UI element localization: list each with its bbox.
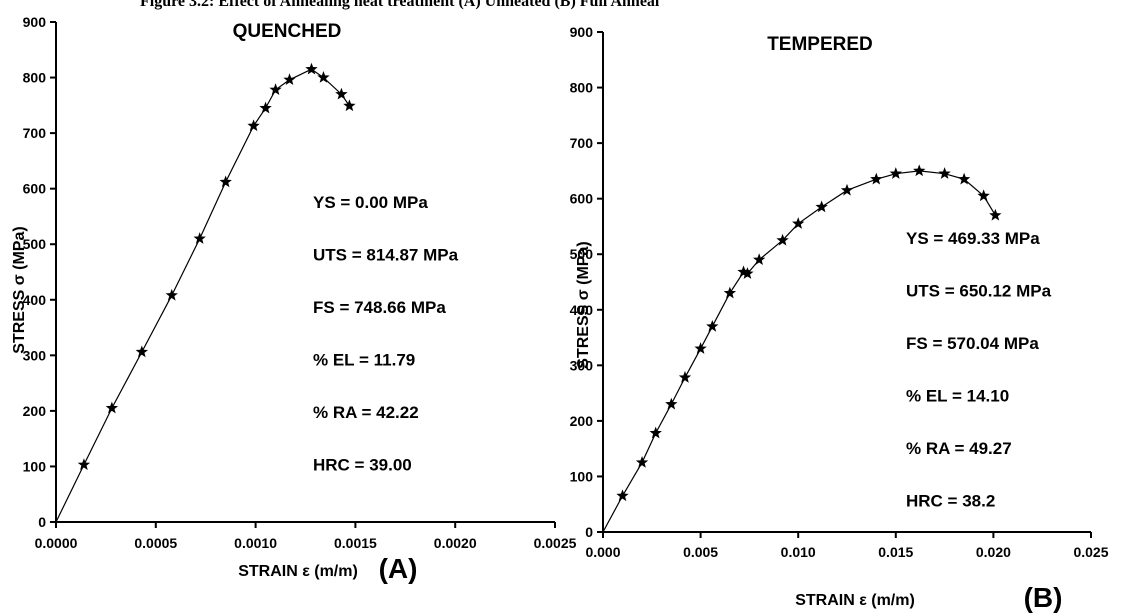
annotation-text: % EL = 14.10 (906, 387, 1009, 406)
y-tick-label: 500 (23, 236, 47, 252)
x-tick-label: 0.010 (781, 544, 816, 560)
data-point (343, 99, 356, 112)
x-axis-label: STRAIN ε (m/m) (795, 592, 915, 609)
y-axis-label: STRESS σ (MPa) (11, 226, 28, 353)
data-point (616, 489, 629, 502)
series-line (55, 68, 350, 523)
annotation-text: % EL = 11.79 (313, 351, 415, 370)
panel-label: (B) (1024, 582, 1063, 613)
y-tick-label: 500 (570, 246, 594, 262)
data-point (815, 200, 828, 213)
data-point (694, 342, 707, 354)
data-point (193, 232, 206, 244)
annotation-text: UTS = 650.12 MPa (906, 282, 1052, 301)
annotation-text: % RA = 49.27 (906, 439, 1012, 458)
y-tick-label: 700 (570, 135, 594, 151)
y-tick-label: 900 (570, 24, 594, 40)
y-tick-label: 700 (23, 125, 47, 141)
x-tick-label: 0.015 (878, 544, 913, 560)
x-tick-label: 0.0025 (534, 535, 577, 551)
data-point (283, 73, 296, 86)
data-point (776, 233, 789, 246)
y-tick-label: 100 (570, 468, 594, 484)
y-tick-label: 900 (23, 14, 47, 30)
x-tick-label: 0.020 (976, 544, 1011, 560)
data-point (165, 288, 178, 301)
data-point (219, 175, 232, 188)
x-tick-label: 0.0015 (334, 535, 377, 551)
y-tick-label: 200 (570, 413, 594, 429)
y-tick-label: 300 (570, 357, 594, 373)
x-axis-label: STRAIN ε (m/m) (238, 563, 358, 580)
data-point (938, 167, 951, 179)
data-point (870, 172, 883, 185)
annotation-text: FS = 570.04 MPa (906, 334, 1039, 353)
y-tick-label: 100 (23, 458, 47, 474)
x-tick-label: 0.0020 (434, 535, 477, 551)
figure-caption: Figure 3.2: Effect of Annealing heat tre… (140, 0, 660, 10)
data-point (792, 217, 805, 229)
data-point (889, 167, 902, 179)
chart-title: QUENCHED (233, 21, 342, 42)
data-point (269, 83, 282, 96)
data-point (105, 401, 119, 414)
data-point (706, 319, 719, 332)
panel-label: (A) (379, 553, 418, 584)
data-point (305, 62, 318, 75)
y-tick-label: 300 (23, 347, 47, 363)
data-point (77, 458, 91, 471)
data-point (913, 164, 926, 177)
x-tick-label: 0.005 (683, 544, 718, 560)
data-point (723, 286, 737, 299)
annotation-text: YS = 469.33 MPa (906, 229, 1040, 248)
data-point (635, 456, 649, 468)
y-tick-label: 600 (23, 181, 47, 197)
y-tick-label: 0 (585, 524, 593, 540)
data-point (989, 208, 1002, 221)
annotation-text: UTS = 814.87 MPa (313, 246, 459, 265)
x-tick-label: 0.000 (585, 544, 620, 560)
data-point (741, 267, 754, 279)
annotation-text: HRC = 38.2 (906, 492, 995, 511)
annotation-text: % RA = 42.22 (313, 403, 419, 422)
data-point (649, 426, 662, 439)
chart-title: TEMPERED (767, 34, 873, 55)
annotation-text: YS = 0.00 MPa (313, 193, 428, 212)
data-point (737, 265, 750, 278)
data-point (317, 71, 330, 83)
data-point (977, 189, 990, 202)
y-tick-label: 800 (570, 80, 594, 96)
data-point (247, 119, 260, 132)
data-point (840, 183, 854, 196)
y-tick-label: 800 (23, 70, 47, 86)
x-tick-label: 0.0005 (134, 535, 177, 551)
y-tick-label: 400 (570, 302, 594, 318)
chart-panel-1: 0 100 200 300 400 500 600 700 800 900 0.0000 0.0005… (11, 14, 577, 584)
y-tick-label: 0 (38, 514, 46, 530)
x-tick-label: 0.0000 (35, 535, 78, 551)
annotation-text: HRC = 39.00 (313, 456, 412, 475)
y-tick-label: 600 (570, 191, 594, 207)
data-point (665, 397, 678, 410)
data-point (957, 172, 971, 185)
chart-panel-2: 0 100 200 300 400 500 600 700 800 900 0.000 0.005 0.… (570, 24, 1109, 613)
annotation-text: FS = 748.66 MPa (313, 298, 446, 317)
data-point (752, 253, 766, 266)
x-tick-label: 0.025 (1073, 544, 1108, 560)
data-point (135, 345, 149, 358)
y-tick-label: 200 (23, 403, 47, 419)
data-point (335, 87, 348, 100)
y-axis-label: STRESS σ (MPa) (575, 241, 592, 368)
data-point (259, 101, 272, 114)
data-point (678, 371, 692, 383)
y-tick-label: 400 (23, 292, 47, 308)
x-tick-label: 0.0010 (234, 535, 277, 551)
